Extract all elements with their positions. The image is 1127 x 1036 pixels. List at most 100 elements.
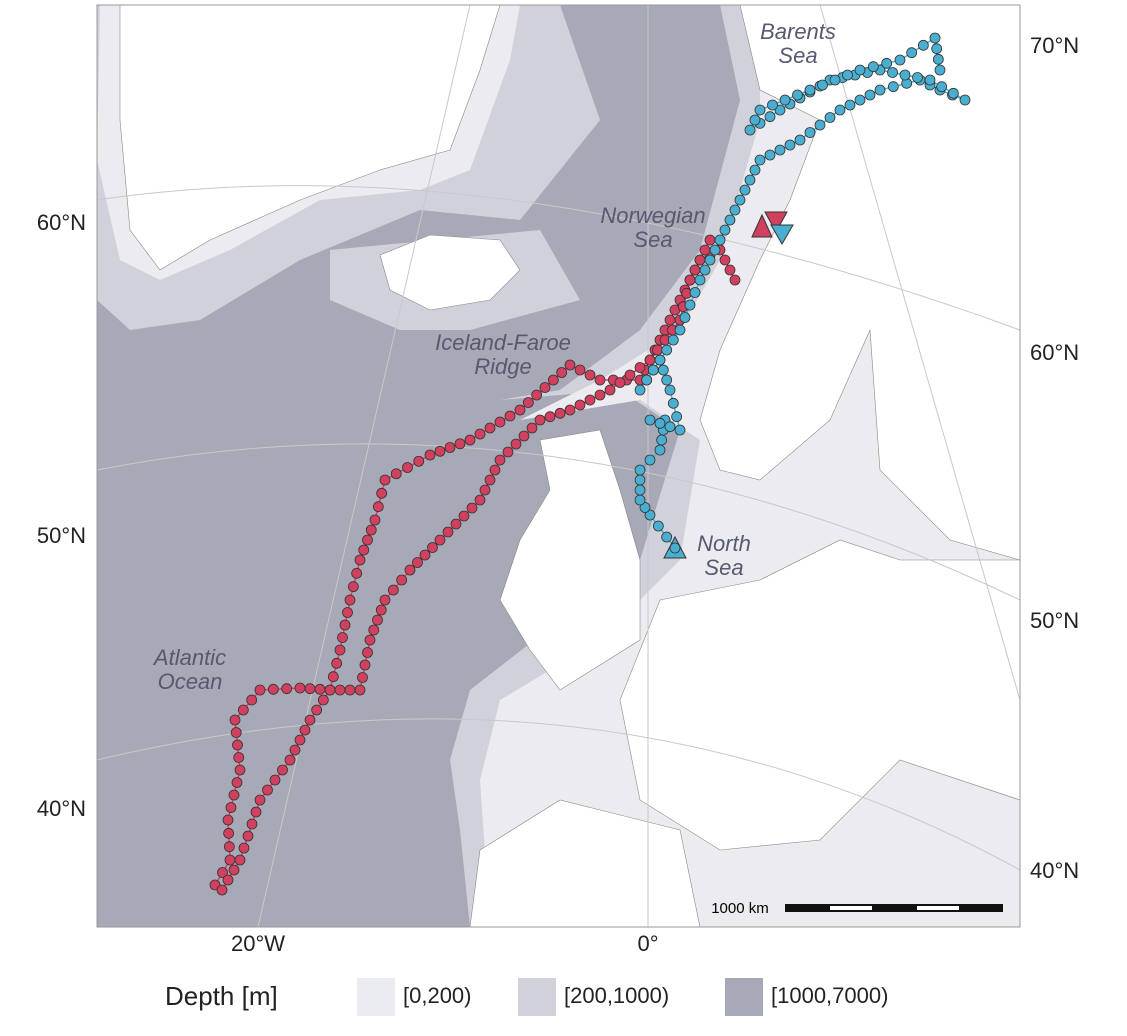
track-point [347, 581, 359, 593]
track-point [864, 89, 876, 101]
track-point [749, 114, 761, 126]
track-point [234, 854, 246, 866]
track-point [231, 777, 243, 788]
lat-label: 50°N [1030, 608, 1079, 633]
track-point [342, 607, 353, 618]
scale-bar [830, 906, 872, 910]
track-point [534, 414, 546, 426]
track-point [369, 514, 381, 526]
track-point [544, 411, 556, 423]
track-point [458, 510, 470, 522]
track-point [434, 534, 446, 546]
track-point [556, 367, 568, 378]
legend-swatch [725, 978, 763, 1016]
track-point [804, 127, 816, 138]
track-point [223, 841, 235, 853]
lon-label: 20°W [231, 931, 285, 956]
track-point [917, 39, 929, 51]
track-point [924, 74, 936, 86]
track-point [289, 744, 301, 756]
track-point [479, 484, 491, 496]
place-label: Sea [704, 555, 743, 580]
track-point [376, 487, 388, 499]
track-point [314, 683, 326, 695]
track-point [466, 502, 478, 514]
track-point [450, 518, 462, 530]
track-point [667, 334, 679, 346]
track-point [699, 244, 711, 256]
track-point [614, 377, 626, 388]
track-point [684, 299, 696, 311]
legend-swatch [357, 978, 395, 1016]
legend-swatch [518, 978, 556, 1016]
track-point [344, 594, 356, 606]
track-point [834, 104, 846, 116]
track-point [604, 384, 616, 396]
legend-title: Depth [m] [165, 981, 278, 1011]
track-point [656, 434, 668, 446]
graticule [819, 5, 1020, 701]
track-point [767, 99, 778, 111]
track-point [694, 254, 706, 266]
track-point [364, 634, 376, 646]
graticule [97, 185, 1020, 331]
track-point [233, 752, 245, 763]
place-label: Iceland-Faroe [435, 330, 571, 355]
track-point [327, 671, 339, 683]
track-point [217, 867, 228, 878]
track-point [357, 672, 368, 683]
axis-labels: 60°N 50°N 40°N 70°N 60°N 50°N 40°N 20°W 0° [37, 33, 1079, 956]
track-point [223, 827, 235, 839]
place-label: Atlantic [152, 645, 226, 670]
track-point [784, 139, 796, 151]
track-point [379, 474, 391, 486]
track-point [667, 397, 679, 409]
track-point [644, 454, 656, 466]
track-point [324, 684, 336, 696]
track-point [729, 204, 741, 216]
track-point [375, 604, 387, 616]
track-point [427, 542, 438, 553]
track-point [674, 324, 686, 336]
track-point [531, 389, 543, 401]
track-point [269, 774, 281, 786]
track-point [362, 534, 373, 546]
track-point [719, 254, 731, 266]
track-point [526, 422, 538, 434]
lat-label: 40°N [1030, 858, 1079, 883]
track-point [281, 683, 293, 695]
track-point [574, 399, 586, 411]
track-point [464, 434, 476, 446]
track-point [689, 264, 701, 276]
track-point [934, 64, 946, 76]
track-point [547, 374, 559, 386]
end-marker [770, 224, 794, 245]
track-point [246, 818, 258, 830]
track-point [639, 502, 651, 513]
track-point [294, 734, 306, 746]
track-point [334, 644, 346, 656]
track-point [230, 727, 242, 738]
start-marker [751, 213, 773, 238]
track-point [254, 684, 266, 696]
track-point [262, 784, 273, 796]
legend-label: [1000,7000) [771, 983, 888, 1008]
track-point [947, 87, 959, 99]
track-point [387, 584, 399, 596]
track-point [652, 344, 663, 356]
track-point [684, 274, 696, 286]
track-point [594, 374, 606, 386]
track-point [225, 802, 237, 813]
track-point [764, 111, 776, 123]
map-panel: BarentsSeaNorwegianSeaIceland-FaroeRidge… [97, 5, 1020, 927]
track-point [634, 494, 646, 506]
track-point [311, 704, 323, 716]
track-point [564, 359, 576, 371]
track-point [216, 884, 228, 896]
track-point [671, 411, 683, 423]
track-point [484, 422, 496, 434]
track-point [489, 464, 501, 476]
track-point [679, 312, 691, 323]
track-point [729, 274, 741, 286]
track-point [634, 464, 646, 476]
